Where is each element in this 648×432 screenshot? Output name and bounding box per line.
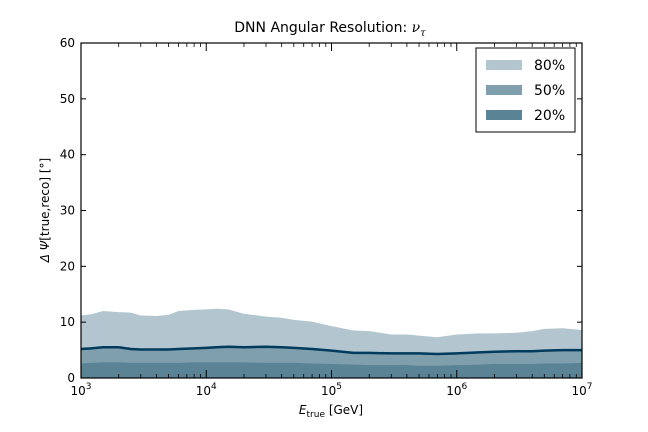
- x-tick-label: 105: [321, 382, 342, 398]
- x-tick-label: 104: [196, 382, 217, 398]
- y-tick-label: 0: [67, 371, 75, 385]
- axis-ticks: 0 10 20 30 40 50 60 103 104 105 106 107: [60, 36, 593, 398]
- y-axis-label-rest: [true,reco] [°]: [38, 158, 52, 241]
- y-axis-label-main: Δ Ψ: [38, 240, 52, 263]
- chart-title: DNN Angular Resolution: ντ: [234, 20, 426, 39]
- y-tick-label: 60: [60, 36, 75, 50]
- legend-swatch-80pct: [486, 60, 522, 70]
- area-layers: [81, 308, 582, 378]
- x-axis-label: Etrue [GeV]: [299, 403, 363, 420]
- median-line: [80, 345, 582, 356]
- y-tick-label: 20: [60, 259, 75, 273]
- y-tick-label: 50: [60, 92, 75, 106]
- y-tick-label: 10: [60, 315, 75, 329]
- x-axis-label-sub: true: [307, 410, 326, 420]
- chart-title-text: DNN Angular Resolution:: [234, 20, 411, 36]
- y-axis-label: Δ Ψ[true,reco] [°]: [38, 158, 52, 263]
- chart-title-symbol: ν: [412, 20, 421, 36]
- x-axis-label-unit: [GeV]: [325, 403, 363, 417]
- y-tick-label: 40: [60, 148, 75, 162]
- legend: 80% 50% 20%: [475, 47, 576, 133]
- legend-label: 80%: [534, 58, 565, 74]
- legend-swatch-20pct: [486, 110, 522, 120]
- median-line-group: [80, 345, 582, 356]
- legend-label: 50%: [534, 83, 565, 99]
- legend-swatch-50pct: [486, 85, 522, 95]
- x-tick-label: 107: [571, 382, 592, 398]
- chart-title-subscript: τ: [420, 28, 426, 39]
- x-tick-label: 106: [446, 382, 467, 398]
- x-tick-label: 103: [70, 382, 91, 398]
- y-tick-label: 30: [60, 204, 75, 218]
- legend-label: 20%: [534, 108, 565, 124]
- x-axis-label-main: E: [299, 403, 307, 417]
